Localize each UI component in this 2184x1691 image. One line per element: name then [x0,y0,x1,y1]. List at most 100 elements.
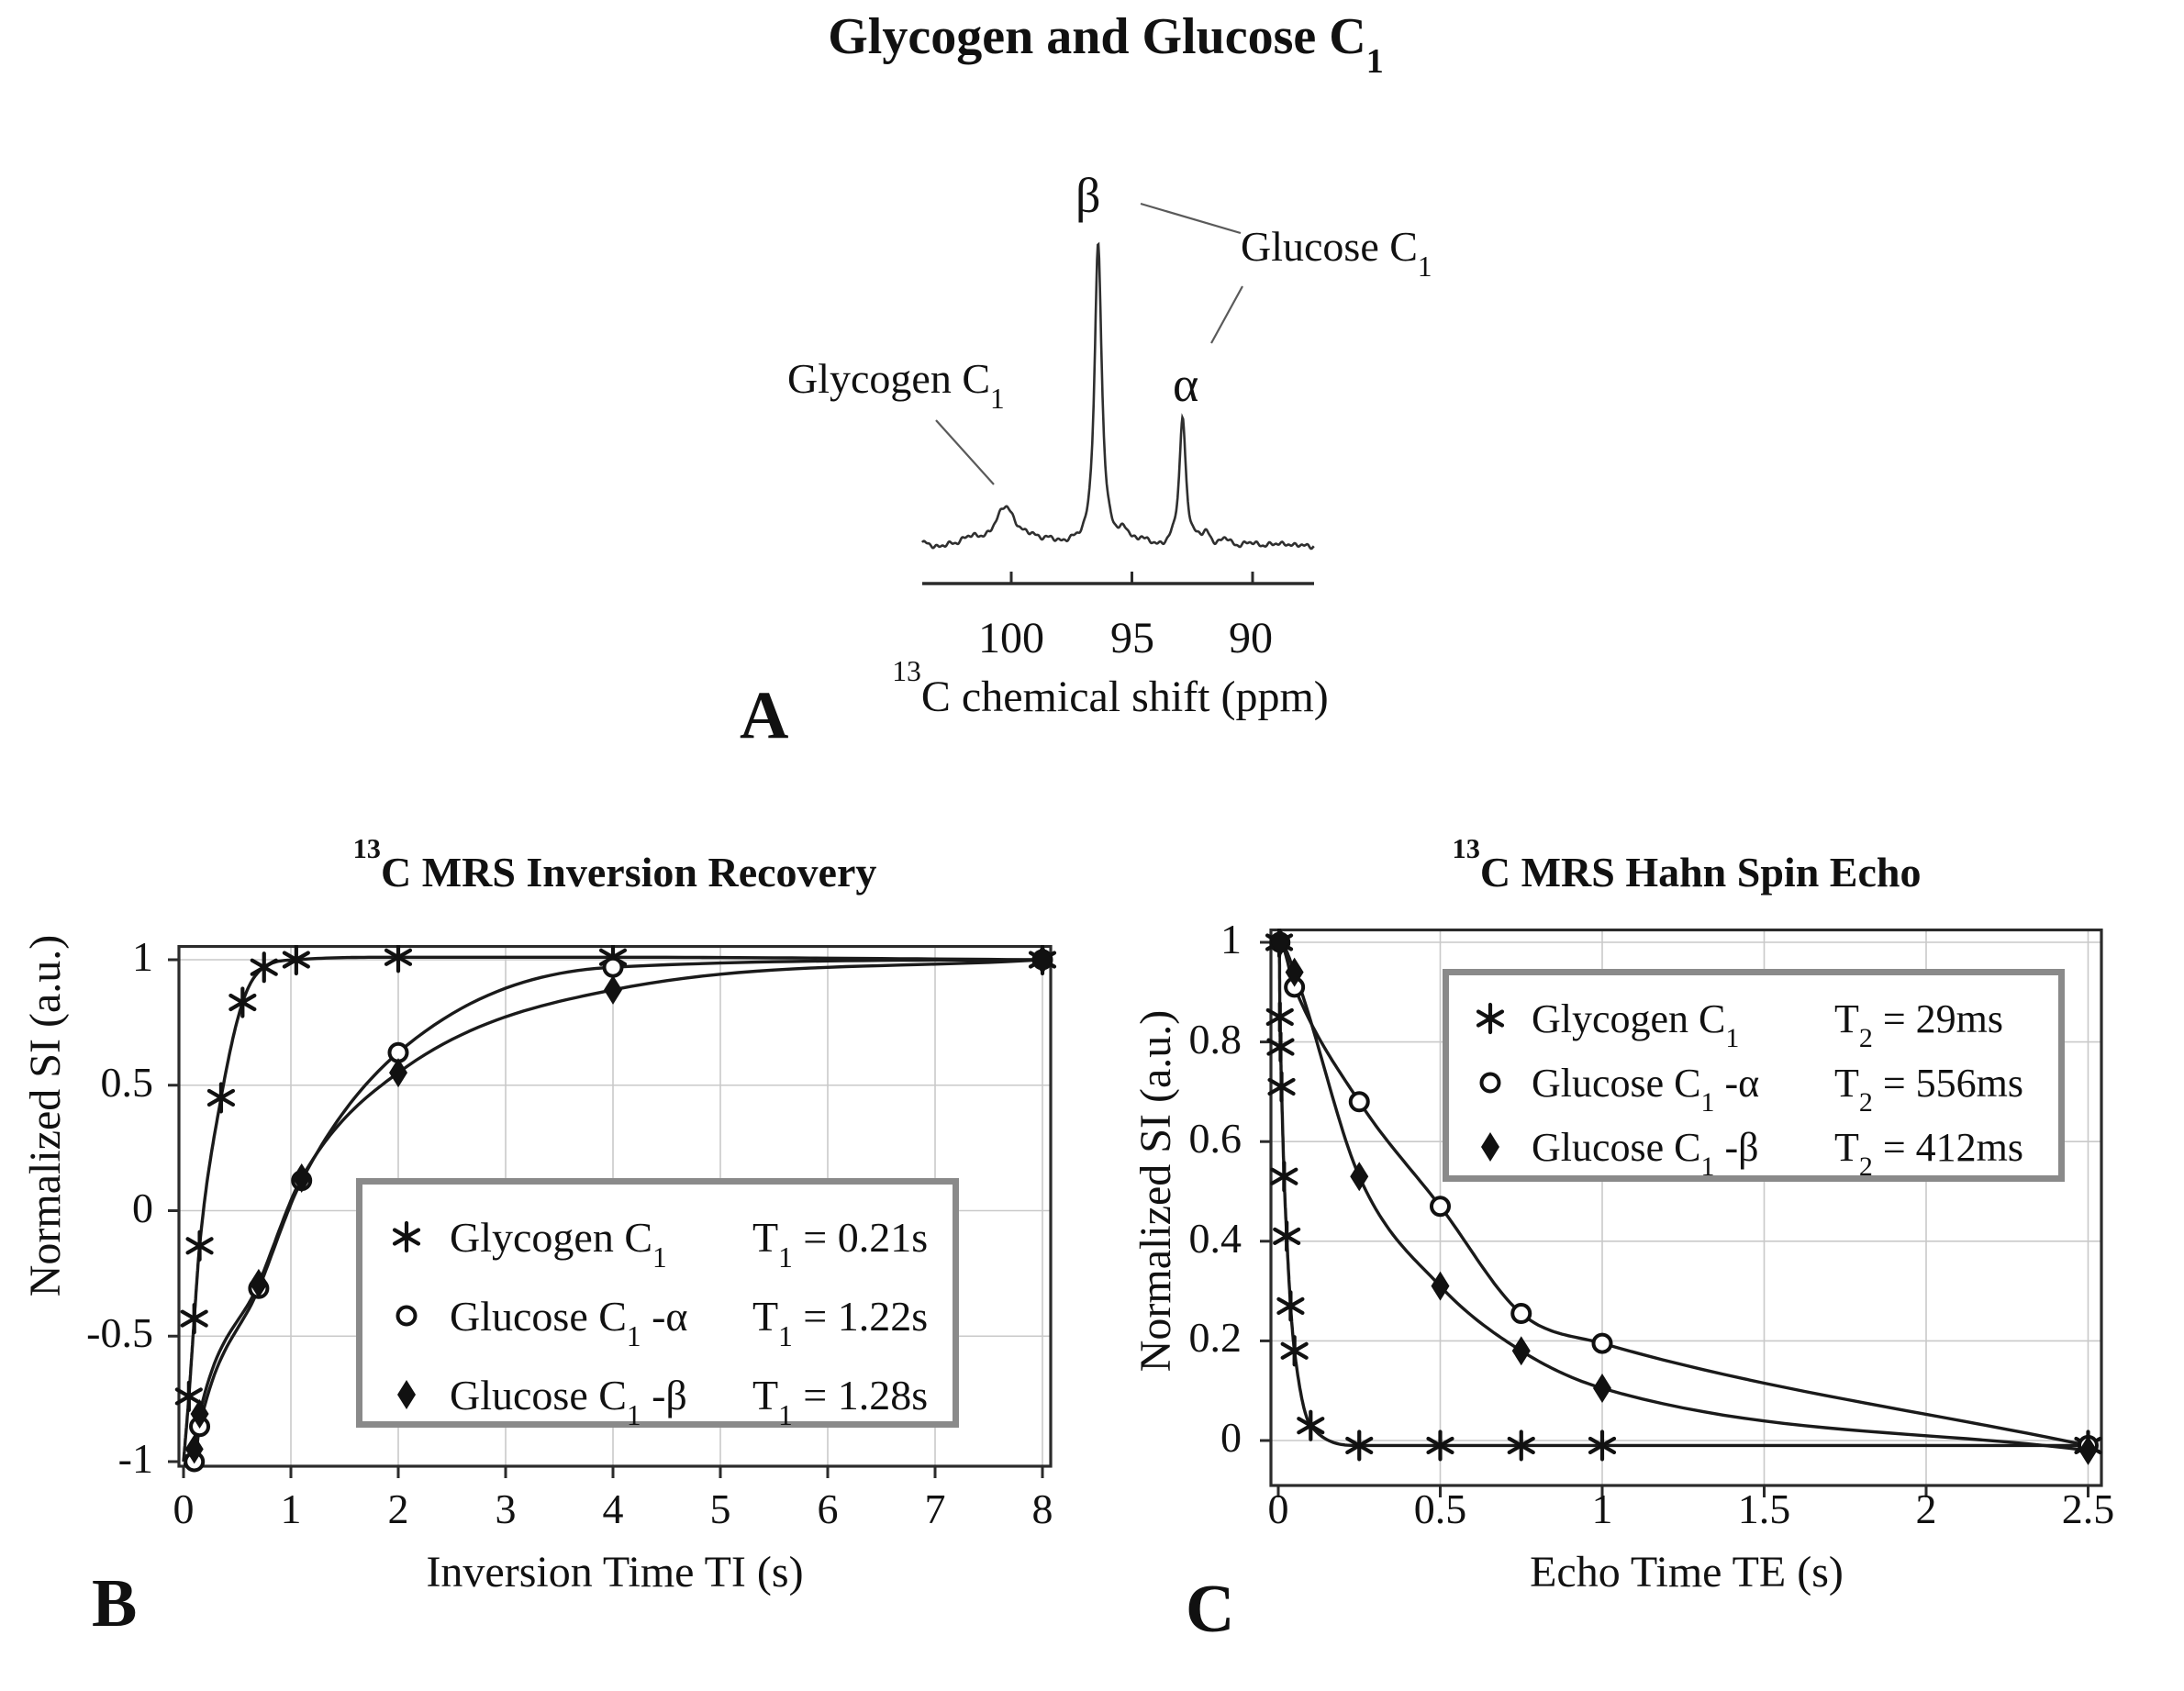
circle-marker-icon [396,1305,417,1327]
y-tick-label: -0.5 [86,1309,153,1357]
x-tick-label: 1.5 [1737,1485,1791,1532]
circle-marker-icon [602,956,624,978]
y-tick-label: 1 [1220,916,1242,962]
glycogen-leader-line [935,419,995,485]
series-diamond-markers [1270,929,2098,1465]
hahn-spin-echo-y-axis-label: Normalized SI (a.u.) [1131,1009,1180,1373]
circle-marker-icon [1479,1072,1501,1094]
spectrum-tick-label-95: 95 [1110,614,1154,662]
series-asterisk-markers [1265,929,2102,1462]
x-tick-label: 6 [817,1485,839,1532]
diamond-marker-icon [1270,929,1289,957]
legend-t-value: T1 = 1.28s [752,1371,929,1431]
x-tick-label: 1 [1591,1485,1613,1532]
panel-a-letter: A [740,678,789,753]
alpha-peak-label: α [1173,357,1199,412]
x-tick-label: 2.5 [2061,1485,2115,1532]
legend-marker-cell [362,1216,450,1258]
x-tick-label: 5 [709,1485,731,1532]
diamond-marker-icon [1285,957,1304,987]
legend-t-value: T2 = 556ms [1834,1060,2024,1118]
diamond-marker-icon [292,1163,311,1193]
inversion-recovery-legend: Glycogen C1 T1 = 0.21s Glucose C1 -α T1 = 1… [356,1178,959,1431]
y-tick-label: 0.4 [1188,1214,1242,1262]
x-tick-label: 0 [1267,1485,1289,1532]
legend-series-label: Glucose C1 -α [450,1292,688,1352]
circle-legend-marker-icon [1479,1072,1501,1094]
circle-legend-marker-icon [396,1305,417,1327]
spectrum-tick-label-90: 90 [1229,614,1273,662]
legend-t-value: T1 = 1.22s [752,1292,929,1352]
hahn-spin-echo-legend: Glycogen C1 T2 = 29ms Glucose C1 -α T2 = 55… [1443,969,2065,1182]
x-tick-label: 0 [173,1485,195,1532]
diamond-marker-icon [1431,1271,1450,1301]
y-tick-label: 0.8 [1188,1015,1242,1062]
circle-marker-icon [1591,1332,1613,1354]
y-tick-label: 0.6 [1188,1115,1242,1163]
diamond-marker-icon [396,1380,416,1409]
series-diamond-markers [184,945,1052,1464]
diamond-marker-icon [1593,1373,1611,1403]
legend-marker-cell [1449,1062,1532,1104]
x-tick-label: 2 [387,1485,409,1532]
glucose-c1-annotation: Glucose C1 [1241,223,1432,284]
legend-marker-cell [362,1295,450,1337]
diamond-marker-icon [389,1058,407,1088]
diamond-marker-icon [190,1399,209,1430]
beta-to-glucose-leader-line [1140,202,1242,235]
spectrum-trace [920,241,1315,551]
circle-marker-icon [1430,1196,1451,1218]
diamond-marker-icon [1511,1336,1531,1366]
y-tick-label: 0 [1220,1414,1242,1461]
legend-marker-cell [1449,997,1532,1040]
y-tick-label: 0 [132,1184,153,1231]
diamond-marker-icon [1350,1162,1369,1192]
inversion-recovery-title: 13C MRS Inversion Recovery [352,832,877,896]
legend-marker-cell [1449,1126,1532,1168]
diamond-legend-marker-icon [1481,1132,1499,1162]
panel-c-letter: C [1186,1572,1235,1647]
figure-title-text: Glycogen and Glucose C [828,8,1366,65]
legend-t-value: T2 = 412ms [1834,1124,2024,1182]
legend-row-1: Glucose C1 -α T1 = 1.22s [362,1276,953,1355]
figure-title: Glycogen and Glucose C1 [642,7,1569,79]
diamond-marker-icon [1481,1132,1499,1162]
diamond-marker-icon [249,1268,268,1298]
x-tick-label: 4 [602,1485,624,1532]
legend-series-label: Glucose C1 -β [450,1371,687,1431]
legend-series-label: Glucose C1 -β [1532,1124,1759,1182]
x-tick-label: 2 [1915,1485,1937,1532]
panel-b-letter: B [92,1566,138,1641]
circle-marker-icon [1510,1303,1532,1325]
hahn-spin-echo-x-axis-label: Echo Time TE (s) [1530,1548,1844,1596]
asterisk-legend-marker-icon [1476,1002,1505,1035]
figure-title-subscript: 1 [1365,41,1384,81]
beta-peak-label: β [1075,168,1101,223]
x-tick-label: 1 [280,1485,302,1532]
legend-row-1: Glucose C1 -α T2 = 556ms [1449,1051,2058,1118]
inversion-recovery-x-axis-label: Inversion Time TI (s) [426,1548,804,1596]
glycogen-c1-annotation: Glycogen C1 [787,355,1005,416]
spectrum-axis-label: 13C chemical shift (ppm) [892,655,1329,721]
glucose-to-alpha-leader-line [1210,285,1243,344]
asterisk-legend-marker-icon [392,1220,420,1253]
spectrum-tick-label-100: 100 [978,614,1044,662]
x-tick-label: 8 [1031,1485,1053,1532]
diamond-marker-icon [2078,1435,2098,1465]
legend-row-0: Glycogen C1 T1 = 0.21s [362,1197,953,1276]
legend-t-value: T1 = 0.21s [752,1213,929,1274]
nmr-spectrum-plot [920,202,1315,585]
legend-series-label: Glucose C1 -α [1532,1060,1760,1118]
diamond-legend-marker-icon [396,1380,416,1409]
hahn-spin-echo-plot [1260,929,2103,1497]
legend-series-label: Glycogen C1 [450,1213,667,1274]
legend-row-2: Glucose C1 -β T2 = 412ms [1449,1115,2058,1182]
legend-marker-cell [362,1374,450,1416]
diamond-marker-icon [604,974,622,1005]
diamond-marker-icon [1033,945,1052,974]
y-tick-label: 0.5 [100,1058,154,1106]
y-tick-label: 0.2 [1188,1314,1242,1362]
legend-series-label: Glycogen C1 [1532,996,1740,1053]
hahn-spin-echo-title: 13C MRS Hahn Spin Echo [1452,832,1922,896]
